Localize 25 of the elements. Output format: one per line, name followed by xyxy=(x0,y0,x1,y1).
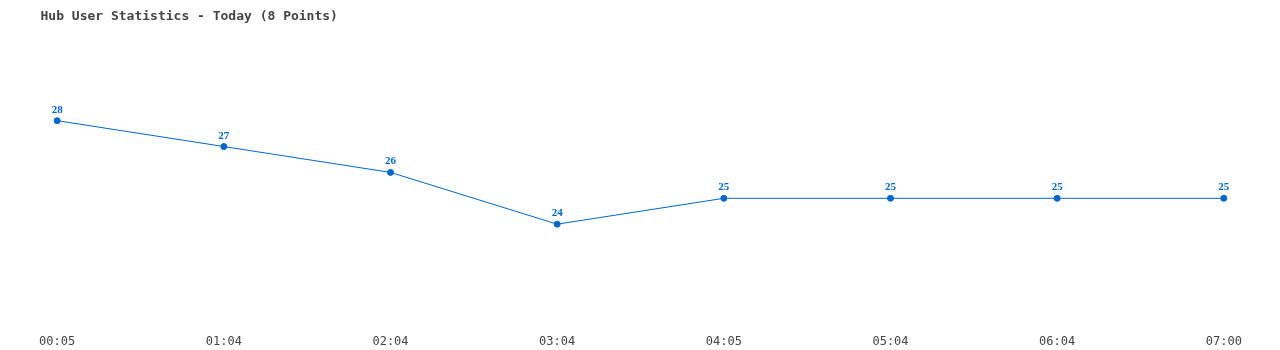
x-tick-label: 04:05 xyxy=(705,333,742,348)
x-tick-label: 00:05 xyxy=(39,333,76,348)
data-label: 25 xyxy=(1218,180,1230,193)
data-label: 28 xyxy=(51,102,64,115)
point xyxy=(1053,194,1061,202)
data-label: 27 xyxy=(218,128,230,141)
point xyxy=(720,194,728,202)
data-label: 25 xyxy=(885,180,897,193)
x-tick-label: 02:04 xyxy=(372,333,409,348)
data-label: 25 xyxy=(1051,180,1064,193)
point xyxy=(387,168,394,176)
point xyxy=(887,194,894,202)
point xyxy=(220,143,228,151)
x-tick-label: 06:04 xyxy=(1039,333,1076,348)
x-tick-label: 01:04 xyxy=(205,333,242,348)
chart-title: Hub User Statistics - Today (8 Points) xyxy=(40,7,338,23)
x-tick-label: 07:00 xyxy=(1205,333,1242,348)
x-tick-label: 05:04 xyxy=(872,333,909,348)
point xyxy=(1220,194,1228,202)
data-label: 26 xyxy=(385,154,397,167)
data-label: 25 xyxy=(718,180,730,193)
x-tick-label: 03:04 xyxy=(539,333,576,348)
point xyxy=(53,117,61,125)
data-label: 24 xyxy=(551,206,564,219)
point xyxy=(553,220,561,228)
